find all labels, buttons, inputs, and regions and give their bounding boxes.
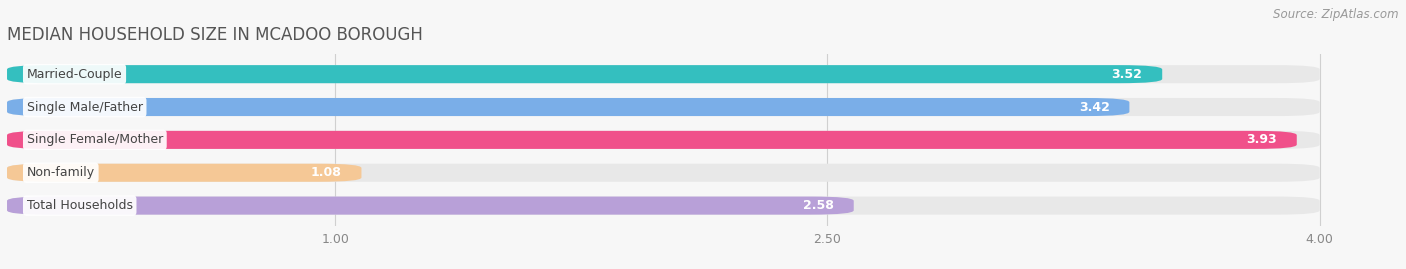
Text: MEDIAN HOUSEHOLD SIZE IN MCADOO BOROUGH: MEDIAN HOUSEHOLD SIZE IN MCADOO BOROUGH: [7, 26, 423, 44]
FancyBboxPatch shape: [7, 197, 853, 215]
Text: 3.42: 3.42: [1078, 101, 1109, 114]
Text: Non-family: Non-family: [27, 166, 94, 179]
Text: 1.08: 1.08: [311, 166, 342, 179]
FancyBboxPatch shape: [7, 197, 1320, 215]
Text: Married-Couple: Married-Couple: [27, 68, 122, 81]
FancyBboxPatch shape: [7, 65, 1163, 83]
FancyBboxPatch shape: [7, 164, 361, 182]
Text: Single Male/Father: Single Male/Father: [27, 101, 143, 114]
FancyBboxPatch shape: [7, 164, 1320, 182]
FancyBboxPatch shape: [7, 98, 1129, 116]
Text: 2.58: 2.58: [803, 199, 834, 212]
FancyBboxPatch shape: [7, 98, 1320, 116]
Text: Source: ZipAtlas.com: Source: ZipAtlas.com: [1274, 8, 1399, 21]
FancyBboxPatch shape: [7, 131, 1296, 149]
Text: 3.93: 3.93: [1247, 133, 1277, 146]
Text: Total Households: Total Households: [27, 199, 132, 212]
Text: 3.52: 3.52: [1112, 68, 1143, 81]
Text: Single Female/Mother: Single Female/Mother: [27, 133, 163, 146]
FancyBboxPatch shape: [7, 131, 1320, 149]
FancyBboxPatch shape: [7, 65, 1320, 83]
